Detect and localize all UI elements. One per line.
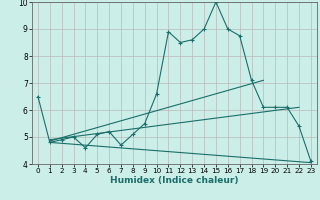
X-axis label: Humidex (Indice chaleur): Humidex (Indice chaleur)	[110, 176, 239, 185]
